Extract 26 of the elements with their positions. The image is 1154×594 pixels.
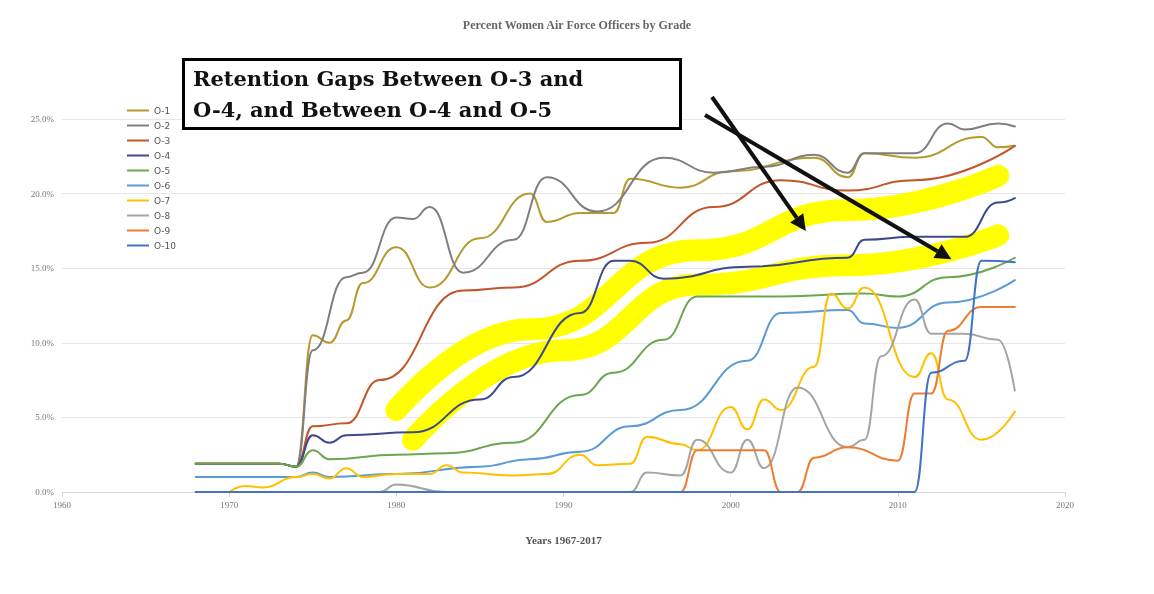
x-tick-label: 1990 bbox=[554, 499, 573, 510]
y-tick-label: 25.0% bbox=[30, 114, 55, 124]
legend-label: O-6 bbox=[154, 180, 171, 191]
x-tick-label: 2000 bbox=[721, 499, 741, 510]
chart-title: Percent Women Air Force Officers by Grade bbox=[462, 18, 692, 32]
callout-box: Retention Gaps Between O-3 and O-4, and Between O-4 and O-5 bbox=[182, 58, 682, 130]
x-tick-label: 1970 bbox=[220, 499, 239, 510]
legend-label: O-8 bbox=[154, 210, 171, 221]
y-tick-label: 0.0% bbox=[35, 487, 55, 497]
legend-label: O-3 bbox=[154, 135, 171, 146]
legend-label: O-9 bbox=[154, 225, 171, 236]
y-tick-label: 20.0% bbox=[30, 188, 55, 199]
y-tick-label: 15.0% bbox=[30, 263, 55, 274]
x-tick-label: 2010 bbox=[888, 499, 908, 510]
legend-label: O-2 bbox=[154, 120, 171, 131]
legend-label: O-7 bbox=[154, 195, 171, 206]
x-axis-title: Years 1967-2017 bbox=[525, 533, 603, 546]
legend-label: O-5 bbox=[154, 165, 171, 176]
x-tick-label: 1980 bbox=[387, 499, 406, 510]
legend-label: O-10 bbox=[154, 240, 177, 251]
y-tick-label: 10.0% bbox=[30, 337, 55, 348]
x-tick-label: 2020 bbox=[1056, 499, 1075, 510]
x-tick-label: 1960 bbox=[53, 499, 72, 510]
y-tick-label: 5.0% bbox=[35, 412, 55, 423]
legend-label: O-1 bbox=[154, 105, 171, 116]
legend-label: O-4 bbox=[154, 150, 171, 161]
